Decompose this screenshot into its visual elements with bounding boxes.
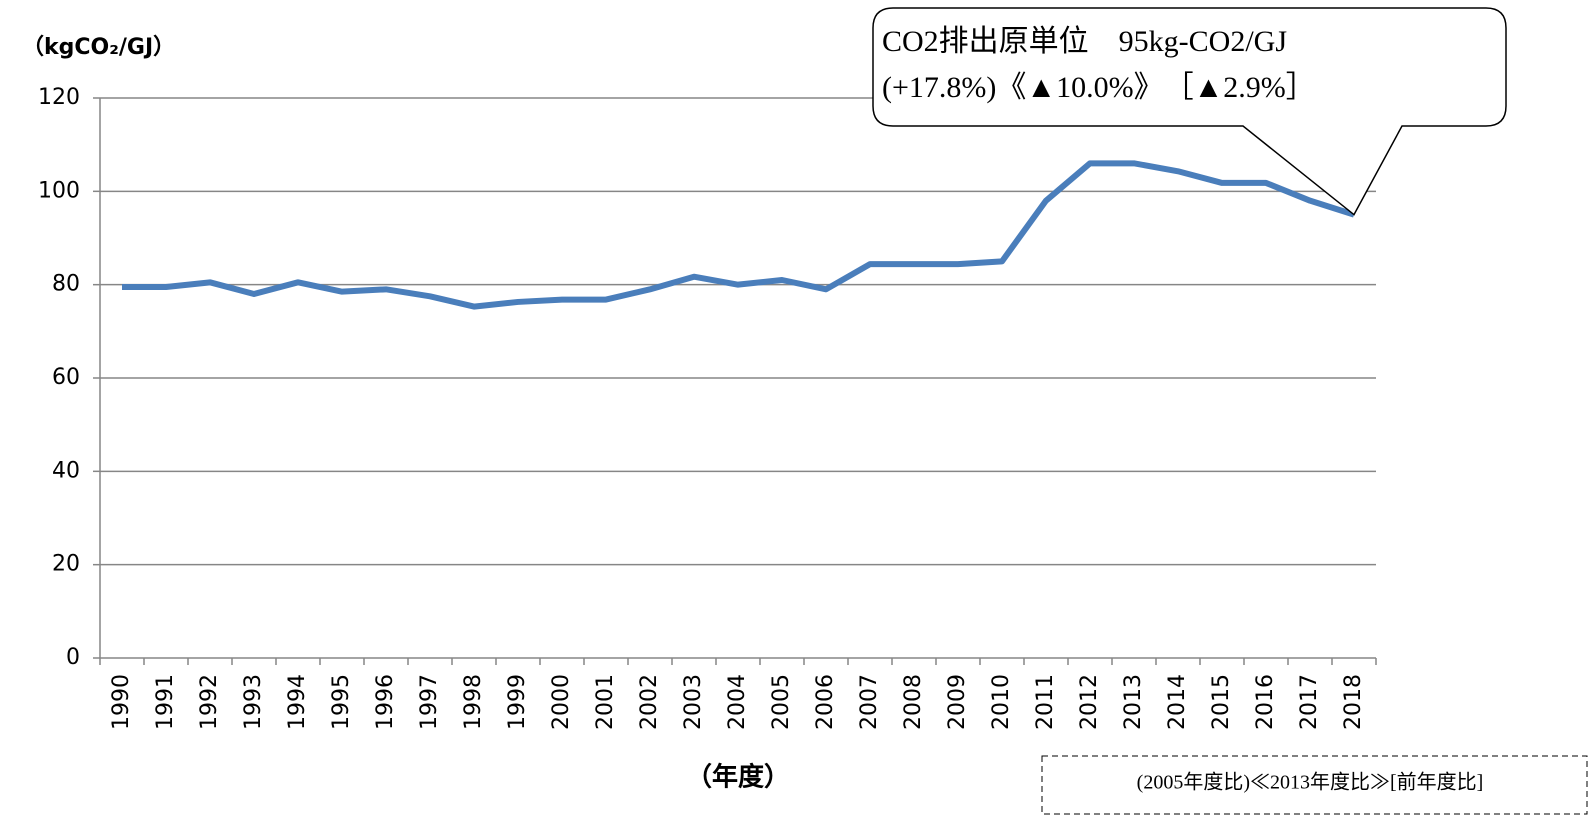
- x-tick-label: 1992: [197, 674, 222, 730]
- x-tick-label: 1993: [241, 674, 266, 730]
- x-tick-label: 2012: [1077, 674, 1102, 730]
- y-tick-label: 40: [52, 458, 80, 483]
- x-tick-label: 2003: [681, 674, 706, 730]
- x-axis-label: （年度）: [686, 762, 790, 793]
- x-tick-label: 1995: [329, 674, 354, 730]
- x-tick-label: 1999: [505, 674, 530, 730]
- data-line: [122, 160, 1355, 310]
- x-tick-label: 1990: [109, 674, 134, 730]
- x-tick-label: 2015: [1209, 674, 1234, 730]
- x-tick-label: 2002: [637, 674, 662, 730]
- x-tick-label: 2013: [1121, 674, 1146, 730]
- x-tick-label: 2017: [1297, 674, 1322, 730]
- x-tick-label: 2008: [901, 674, 926, 730]
- y-tick-label: 100: [38, 178, 80, 203]
- x-tick-label: 2007: [857, 674, 882, 730]
- x-tick-label: 2016: [1253, 674, 1278, 730]
- x-tick-label: 2018: [1341, 674, 1366, 730]
- x-tick-label: 2005: [769, 674, 794, 730]
- x-tick-label: 1998: [461, 674, 486, 730]
- footnote: (2005年度比)≪2013年度比≫[前年度比]: [1137, 771, 1484, 794]
- x-tick-label: 2014: [1165, 674, 1190, 730]
- annotation-text: CO2排出原単位 95kg-CO2/GJ: [882, 25, 1287, 58]
- annotation-text: (+17.8%)《▲10.0%》 ［▲2.9%］: [882, 71, 1316, 104]
- y-tick-label: 0: [66, 645, 80, 670]
- y-tick-label: 80: [52, 272, 80, 297]
- x-tick-label: 1996: [373, 674, 398, 730]
- x-tick-label: 2004: [725, 674, 750, 730]
- footnote-box: [1041, 755, 1588, 815]
- y-tick-label: 60: [52, 365, 80, 390]
- y-tick-label: 20: [52, 552, 80, 577]
- x-tick-label: 2001: [593, 674, 618, 730]
- x-tick-label: 2009: [945, 674, 970, 730]
- y-tick-label: 120: [38, 85, 80, 110]
- x-tick-label: 2000: [549, 674, 574, 730]
- x-tick-label: 2006: [813, 674, 838, 730]
- y-axis-label: （kgCO₂/GJ）: [22, 35, 175, 60]
- callout-box: [872, 7, 1507, 216]
- x-tick-label: 1997: [417, 674, 442, 730]
- x-tick-label: 2011: [1033, 674, 1058, 730]
- x-tick-label: 1994: [285, 674, 310, 730]
- x-tick-label: 1991: [153, 674, 178, 730]
- x-tick-label: 2010: [989, 674, 1014, 730]
